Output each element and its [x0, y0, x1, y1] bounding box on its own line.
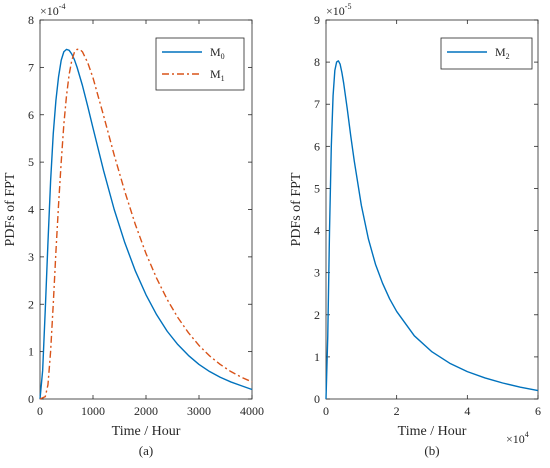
- y-tick-label: 3: [28, 250, 34, 264]
- x-tick-label: 0: [323, 404, 329, 418]
- y-multiplier-base: ×10: [326, 4, 345, 18]
- legend-label-name: M: [495, 45, 506, 59]
- y-tick-label: 6: [28, 108, 34, 122]
- y-axis-multiplier: ×10-4: [40, 2, 65, 18]
- plot-area: [325, 19, 539, 400]
- y-multiplier-base: ×10: [40, 4, 59, 18]
- legend-label-m2: M2: [495, 45, 510, 61]
- y-tick-label: 9: [314, 13, 320, 27]
- legend-label-name: M: [210, 45, 221, 59]
- y-tick-label: 2: [314, 308, 320, 322]
- x-axis-multiplier: ×104: [506, 430, 529, 446]
- y-tick-label: 6: [314, 139, 320, 153]
- series-line-m0: [39, 48, 253, 400]
- legend-label-name: M: [210, 67, 221, 81]
- x-tick-label: 4: [464, 404, 470, 418]
- y-tick-label: 1: [314, 350, 320, 364]
- y-axis-label: PDFs of FPT: [289, 172, 304, 246]
- legend-label-m0: M0: [210, 45, 225, 61]
- y-axis-multiplier: ×10-5: [326, 2, 351, 18]
- x-axis-label: Time / Hour: [112, 424, 181, 439]
- y-tick-label: 1: [28, 345, 34, 359]
- legend-label-subscript: 0: [221, 52, 225, 61]
- x-tick-label: 3000: [187, 404, 211, 418]
- y-axis-label: PDFs of FPT: [3, 172, 18, 246]
- y-tick-label: 0: [28, 392, 34, 406]
- series-line-m1: [39, 48, 253, 400]
- series-line-m2: [325, 60, 539, 400]
- y-tick-label: 5: [28, 155, 34, 169]
- x-multiplier-exponent: 4: [525, 430, 529, 439]
- y-tick-label: 2: [28, 297, 34, 311]
- legend-label-subscript: 1: [221, 74, 225, 83]
- y-tick-label: 3: [314, 266, 320, 280]
- legend-label-m1: M1: [210, 67, 225, 83]
- x-tick-label: 2000: [134, 404, 158, 418]
- panel-caption: (b): [424, 443, 439, 458]
- x-multiplier-base: ×10: [506, 432, 525, 446]
- y-tick-label: 8: [28, 13, 34, 27]
- y-tick-label: 7: [314, 97, 320, 111]
- legend-label-subscript: 2: [506, 52, 510, 61]
- y-multiplier-exponent: -4: [59, 2, 66, 11]
- panel-caption: (a): [139, 443, 153, 458]
- x-tick-label: 6: [535, 404, 541, 418]
- x-tick-label: 4000: [240, 404, 264, 418]
- y-tick-label: 8: [314, 55, 320, 69]
- x-axis-label: Time / Hour: [398, 424, 467, 439]
- legend-box: [440, 37, 533, 70]
- panel-a: 0 1000 2000 3000 4000 0 1 2 3 4 5 6 7 8 ×10-4 Time / Ho…: [3, 2, 264, 458]
- y-multiplier-exponent: -5: [345, 2, 352, 11]
- legend-box: [155, 37, 245, 91]
- y-tick-label: 7: [28, 60, 34, 74]
- legend: M2: [440, 37, 533, 70]
- y-tick-label: 4: [314, 224, 320, 238]
- y-tick-label: 0: [314, 392, 320, 406]
- x-tick-label: 0: [37, 404, 43, 418]
- x-tick-label: 2: [394, 404, 400, 418]
- y-tick-label: 4: [28, 203, 34, 217]
- x-tick-label: 1000: [81, 404, 105, 418]
- y-tick-label: 5: [314, 181, 320, 195]
